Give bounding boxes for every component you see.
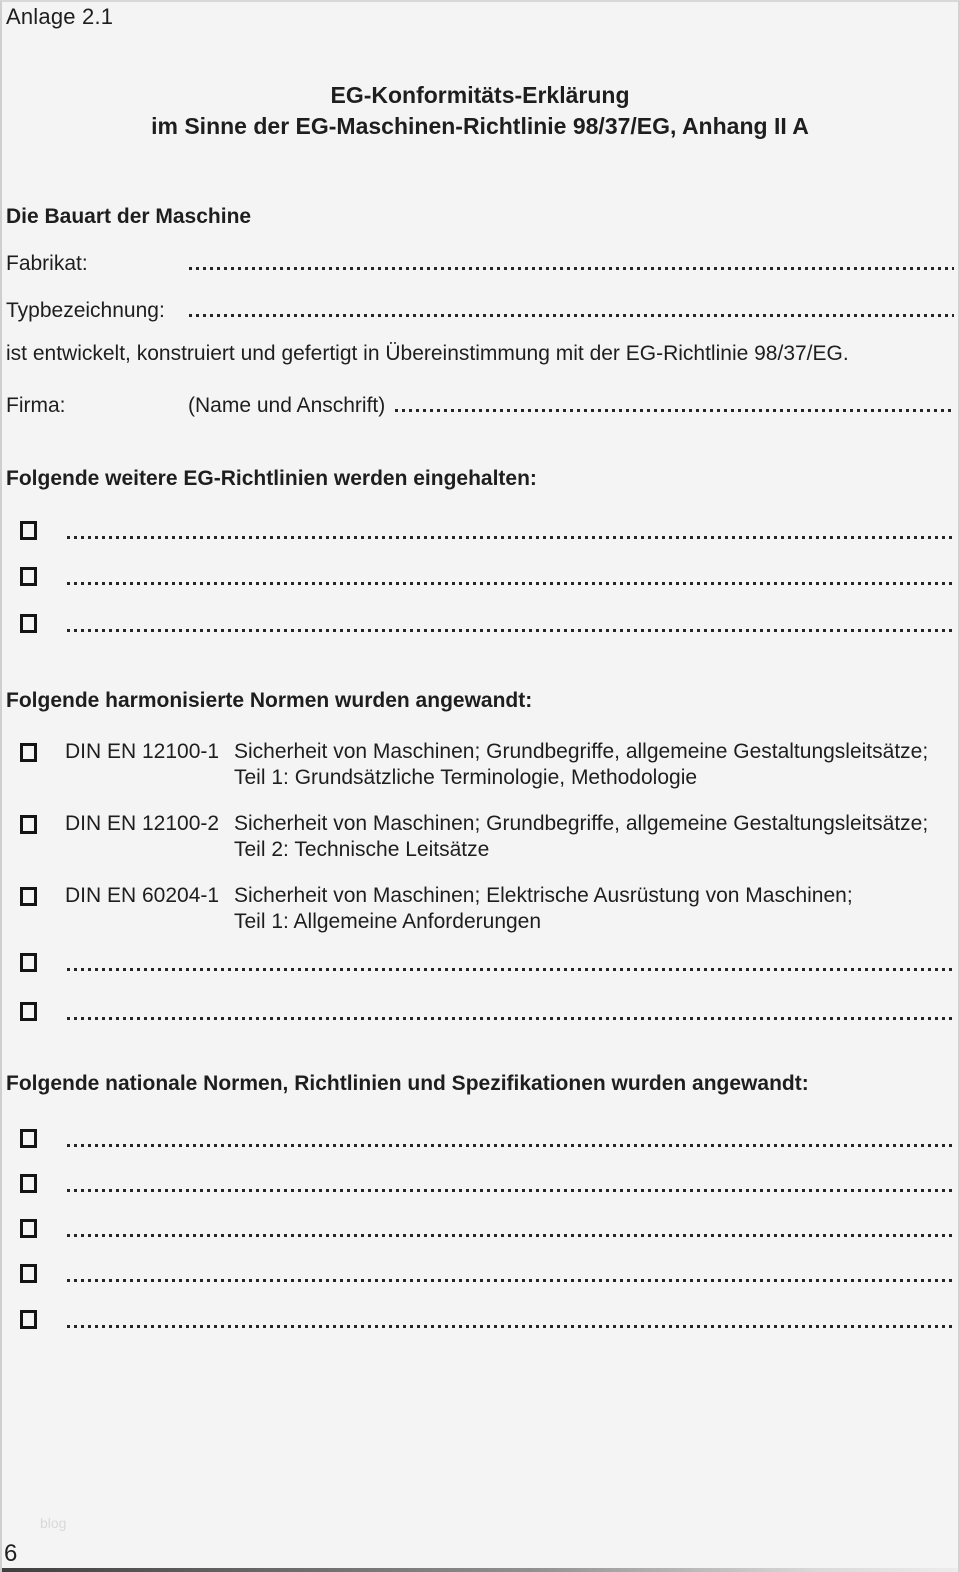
standard-description-line2: Teil 1: Grundsätzliche Terminologie, Met… <box>234 766 698 789</box>
standard-description: Sicherheit von Maschinen; Grundbegriffe,… <box>234 739 928 791</box>
directive-input-line[interactable] <box>67 582 954 585</box>
checkbox-icon[interactable] <box>20 1264 37 1283</box>
directive-row-1 <box>20 520 954 540</box>
standard-input-line[interactable] <box>67 1017 954 1020</box>
firma-input-line[interactable] <box>395 409 954 412</box>
checkbox-icon[interactable] <box>20 815 37 834</box>
standard-description-line2: Teil 2: Technische Leitsätze <box>234 838 490 861</box>
national-row-4 <box>20 1263 954 1283</box>
title-block: EG-Konformitäts-Erklärung im Sinne der E… <box>2 80 958 142</box>
checkbox-icon[interactable] <box>20 521 37 540</box>
page-bottom-edge <box>2 1568 958 1572</box>
annex-label: Anlage 2.1 <box>6 4 114 29</box>
page-number: 6 <box>4 1540 18 1567</box>
standard-empty-row-2 <box>20 1001 954 1021</box>
national-row-1 <box>20 1128 954 1148</box>
national-row-3 <box>20 1218 954 1238</box>
national-input-line[interactable] <box>67 1325 954 1328</box>
national-input-line[interactable] <box>67 1279 954 1282</box>
directive-input-line[interactable] <box>67 536 954 539</box>
standard-row-din-en-60204-1: DIN EN 60204-1 Sicherheit von Maschinen;… <box>2 883 954 939</box>
fabrikat-label: Fabrikat: <box>6 252 88 275</box>
checkbox-icon[interactable] <box>20 1002 37 1021</box>
directive-input-line[interactable] <box>67 629 954 632</box>
fabrikat-input-line[interactable] <box>189 267 954 270</box>
standard-description-line1: Sicherheit von Maschinen; Elektrische Au… <box>234 884 853 907</box>
national-row-2 <box>20 1173 954 1193</box>
checkbox-icon[interactable] <box>20 743 37 762</box>
national-input-line[interactable] <box>67 1189 954 1192</box>
standard-description: Sicherheit von Maschinen; Grundbegriffe,… <box>234 811 928 863</box>
standard-description-line1: Sicherheit von Maschinen; Grundbegriffe,… <box>234 812 929 835</box>
directive-row-2 <box>20 566 954 586</box>
standard-code: DIN EN 12100-2 <box>65 812 220 835</box>
typbezeichnung-input-line[interactable] <box>189 314 954 317</box>
checkbox-icon[interactable] <box>20 1310 37 1329</box>
national-input-line[interactable] <box>67 1144 954 1147</box>
checkbox-icon[interactable] <box>20 1174 37 1193</box>
standard-row-din-en-12100-1: DIN EN 12100-1 Sicherheit von Maschinen;… <box>2 739 954 795</box>
watermark-text: blog <box>40 1515 67 1531</box>
checkbox-icon[interactable] <box>20 1129 37 1148</box>
standard-code: DIN EN 60204-1 <box>65 884 220 907</box>
checkbox-icon[interactable] <box>20 953 37 972</box>
checkbox-icon[interactable] <box>20 567 37 586</box>
national-section-heading: Folgende nationale Normen, Richtlinien u… <box>6 1072 809 1095</box>
firma-hint: (Name und Anschrift) <box>188 394 386 417</box>
standard-description-line1: Sicherheit von Maschinen; Grundbegriffe,… <box>234 740 929 763</box>
machine-section-heading: Die Bauart der Maschine <box>6 205 252 228</box>
national-row-5 <box>20 1309 954 1329</box>
document-subtitle: im Sinne der EG-Maschinen-Richtlinie 98/… <box>151 113 809 139</box>
national-input-line[interactable] <box>67 1234 954 1237</box>
checkbox-icon[interactable] <box>20 614 37 633</box>
standard-input-line[interactable] <box>67 968 954 971</box>
checkbox-icon[interactable] <box>20 887 37 906</box>
conformity-statement: ist entwickelt, konstruiert und gefertig… <box>6 342 849 365</box>
typbezeichnung-label: Typbezeichnung: <box>6 299 165 322</box>
document-title: EG-Konformitäts-Erklärung <box>330 82 630 108</box>
directives-section-heading: Folgende weitere EG-Richtlinien werden e… <box>6 467 537 490</box>
standard-row-din-en-12100-2: DIN EN 12100-2 Sicherheit von Maschinen;… <box>2 811 954 867</box>
directive-row-3 <box>20 613 954 633</box>
standard-empty-row-1 <box>20 952 954 972</box>
standard-code: DIN EN 12100-1 <box>65 740 220 763</box>
standard-description: Sicherheit von Maschinen; Elektrische Au… <box>234 883 853 935</box>
firma-label: Firma: <box>6 394 66 417</box>
checkbox-icon[interactable] <box>20 1219 37 1238</box>
standards-section-heading: Folgende harmonisierte Normen wurden ang… <box>6 689 533 712</box>
standard-description-line2: Teil 1: Allgemeine Anforderungen <box>234 910 542 933</box>
